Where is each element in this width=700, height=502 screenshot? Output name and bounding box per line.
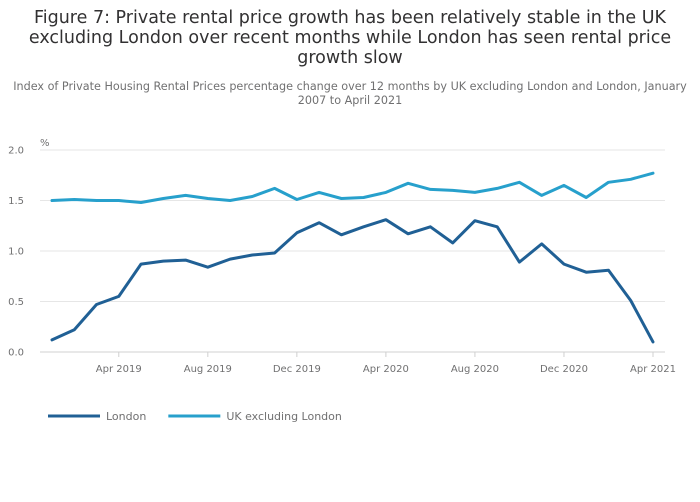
legend: London UK excluding London — [48, 410, 342, 423]
series-line-uk-excluding-london — [50, 171, 655, 204]
y-axis: 0.0 0.5 1.0 1.5 2.0 — [8, 146, 24, 359]
x-axis: Apr 2019 Aug 2019 Dec 2019 Apr 2020 Aug 2020… — [96, 352, 676, 375]
y-tick-label: 0.5 — [8, 297, 24, 308]
y-axis-label: % — [40, 138, 50, 149]
series-lines — [50, 171, 655, 344]
x-tick-label: Dec 2020 — [540, 364, 588, 375]
grid-lines — [40, 149, 665, 353]
y-tick-label: 0.0 — [8, 348, 24, 359]
legend-label: UK excluding London — [226, 410, 342, 423]
series-line-london — [50, 218, 655, 344]
y-tick-label: 1.0 — [8, 247, 24, 258]
x-tick-label: Apr 2020 — [363, 364, 409, 375]
x-tick-label: Aug 2019 — [184, 364, 232, 375]
chart-subtitle: Index of Private Housing Rental Prices p… — [13, 80, 687, 107]
x-tick-label: Apr 2021 — [630, 364, 676, 375]
y-tick-label: 2.0 — [8, 146, 24, 157]
chart-title: Figure 7: Private rental price growth ha… — [28, 8, 672, 68]
y-tick-label: 1.5 — [8, 196, 24, 207]
x-tick-label: Apr 2019 — [96, 364, 142, 375]
x-tick-label: Dec 2019 — [273, 364, 321, 375]
legend-label: London — [106, 410, 146, 423]
x-tick-label: Aug 2020 — [451, 364, 499, 375]
